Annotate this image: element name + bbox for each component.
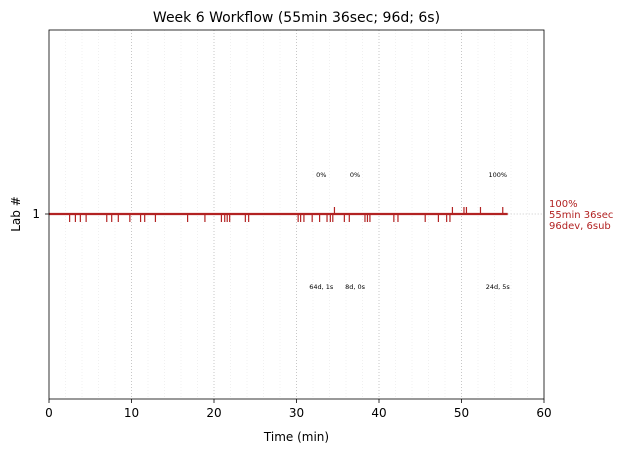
session-percent-label: 0%	[350, 171, 360, 179]
y-axis-label: Lab #	[9, 196, 23, 232]
end-annotation-line: 96dev, 6sub	[549, 221, 611, 232]
chart-title: Week 6 Workflow (55min 36sec; 96d; 6s)	[153, 10, 440, 26]
x-tick-label: 60	[536, 406, 551, 420]
x-tick-label: 40	[371, 406, 386, 420]
x-tick-label: 0	[45, 406, 53, 420]
x-tick-label: 50	[454, 406, 469, 420]
end-annotation-line: 55min 36sec	[549, 210, 613, 221]
session-summary-label: 8d, 0s	[345, 283, 366, 291]
session-percent-label: 100%	[489, 171, 508, 179]
x-tick-label: 20	[206, 406, 221, 420]
x-tick-label: 30	[289, 406, 304, 420]
y-tick-label: 1	[32, 207, 40, 221]
session-percent-label: 0%	[316, 171, 326, 179]
session-summary-label: 24d, 5s	[486, 283, 511, 291]
x-axis-label: Time (min)	[263, 430, 329, 444]
session-summary-label: 64d, 1s	[309, 283, 334, 291]
end-annotation-line: 100%	[549, 199, 578, 210]
series-layer	[49, 207, 544, 222]
x-axis-ticks: 0 10 20 30 40 50 60	[45, 399, 552, 420]
x-tick-label: 10	[124, 406, 139, 420]
y-axis-ticks: 1	[32, 207, 49, 221]
